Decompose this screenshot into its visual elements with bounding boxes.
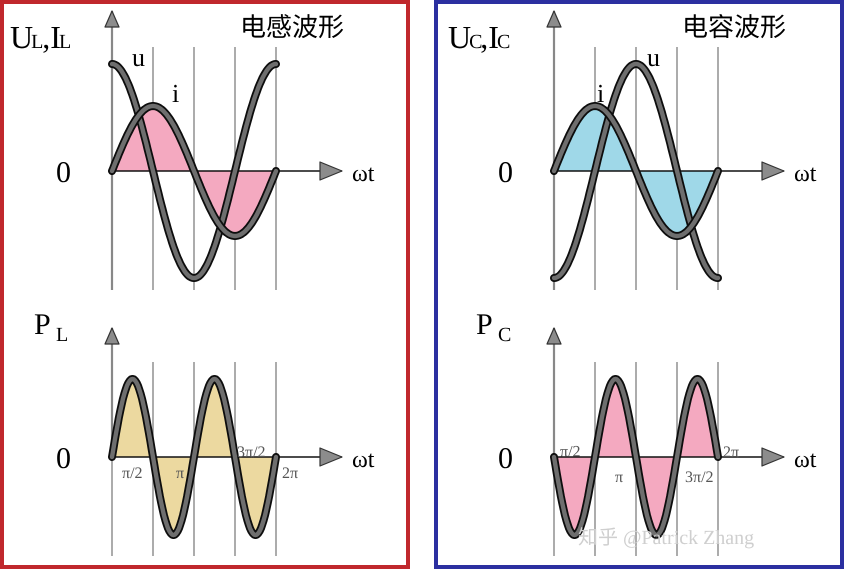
svg-text:3π/2: 3π/2 xyxy=(685,469,714,486)
svg-text:0: 0 xyxy=(498,156,513,189)
svg-text:u: u xyxy=(647,43,660,72)
svg-text:π/2: π/2 xyxy=(560,444,581,461)
svg-text:U: U xyxy=(448,19,471,55)
svg-text:ωt: ωt xyxy=(794,161,817,187)
svg-text:P: P xyxy=(476,308,493,341)
svg-text:知乎 @Patrick Zhang: 知乎 @Patrick Zhang xyxy=(578,527,754,549)
svg-text:ωt: ωt xyxy=(794,447,817,473)
svg-text:i: i xyxy=(597,79,604,108)
svg-text:0: 0 xyxy=(56,442,71,475)
svg-text:u: u xyxy=(132,43,145,72)
svg-text:L: L xyxy=(56,324,68,346)
svg-text:ωt: ωt xyxy=(352,161,375,187)
svg-text:P: P xyxy=(34,308,51,341)
svg-text:C: C xyxy=(497,31,510,53)
svg-text:ωt: ωt xyxy=(352,447,375,473)
svg-text:L: L xyxy=(59,31,71,53)
svg-text:3π/2: 3π/2 xyxy=(237,444,266,461)
svg-text:2π: 2π xyxy=(723,444,739,461)
svg-text:π/2: π/2 xyxy=(122,465,143,482)
svg-text:电感波形: 电感波形 xyxy=(240,13,344,42)
svg-text:π: π xyxy=(615,469,623,486)
svg-text:C: C xyxy=(498,324,511,346)
svg-text:U: U xyxy=(10,19,33,55)
svg-text:0: 0 xyxy=(498,442,513,475)
svg-text:2π: 2π xyxy=(282,465,298,482)
svg-text:i: i xyxy=(172,79,179,108)
svg-text:0: 0 xyxy=(56,156,71,189)
svg-text:电容波形: 电容波形 xyxy=(682,13,786,42)
svg-text:π: π xyxy=(176,465,184,482)
